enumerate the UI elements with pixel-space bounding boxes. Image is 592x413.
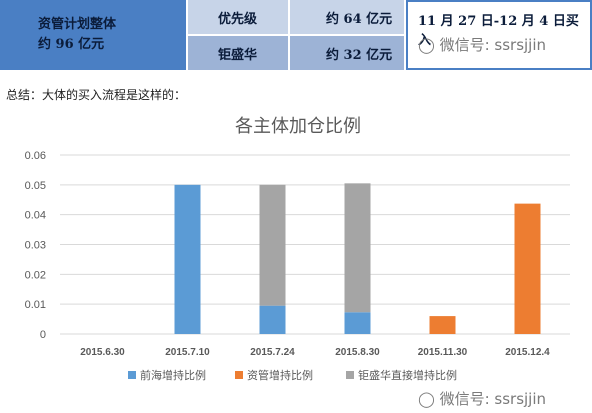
bar-segment-0 [344, 312, 371, 334]
legend-swatch [346, 371, 354, 379]
plan-total-amount: 约 96 亿元 [38, 37, 105, 52]
watermark-top: ◯ 微信号: ssrsjjin [418, 34, 546, 55]
bar-segment-1 [514, 203, 541, 334]
bar-segment-0 [259, 305, 286, 334]
y-tick-label: 0 [40, 329, 46, 341]
y-tick-label: 0.03 [25, 240, 46, 252]
chart-legend: 前海增持比例 资管增持比例 钜盛华直接增持比例 [128, 368, 457, 382]
x-tick-label: 2015.6.30 [80, 347, 125, 358]
bar-segment-1 [429, 316, 456, 334]
legend-label: 前海增持比例 [140, 368, 206, 382]
x-tick-label: 2015.12.4 [505, 347, 550, 358]
info-table: 资管计划整体 约 96 亿元 优先级 约 64 亿元 钜盛华 约 32 亿元 1… [0, 0, 592, 72]
legend-label: 钜盛华直接增持比例 [358, 368, 457, 382]
bar-segment-0 [174, 184, 201, 334]
x-axis-ticks: 2015.6.30 2015.7.10 2015.7.24 2015.8.30 2015… [80, 347, 550, 358]
y-tick-label: 0.04 [25, 210, 46, 222]
bar-segment-2 [259, 184, 286, 306]
summary-text: 总结：大体的买入流程是这样的： [6, 88, 187, 102]
x-tick-label: 2015.8.30 [335, 347, 380, 358]
bar-segment-2 [344, 183, 371, 313]
y-tick-label: 0.05 [25, 180, 46, 192]
row1-name: 优先级 [188, 0, 288, 34]
watermark-text: 微信号: ssrsjjin [439, 390, 547, 408]
legend-swatch [128, 371, 136, 379]
y-tick-label: 0.01 [25, 299, 46, 311]
x-tick-label: 2015.11.30 [418, 347, 468, 358]
plan-total-label: 资管计划整体 [38, 17, 117, 32]
date-range-cell: 11 月 27 日-12 月 4 日买入 [406, 0, 592, 70]
wechat-icon: ◯ [418, 390, 435, 408]
wechat-icon: ◯ [418, 36, 435, 54]
legend-swatch [235, 371, 243, 379]
chart-title: 各主体加仓比例 [235, 116, 361, 136]
watermark-bottom: ◯ 微信号: ssrsjjin [418, 388, 546, 409]
y-axis-ticks: 0 0.01 0.02 0.03 0.04 0.05 0.06 [25, 150, 46, 341]
chart-grid [60, 154, 570, 335]
watermark-text: 微信号: ssrsjjin [439, 36, 547, 54]
plan-total-cell: 资管计划整体 约 96 亿元 [0, 0, 186, 70]
legend-label: 资管增持比例 [247, 368, 313, 382]
row2-name: 钜盛华 [188, 36, 288, 70]
row1-amount: 约 64 亿元 [290, 0, 404, 34]
row2-amount: 约 32 亿元 [290, 36, 404, 70]
x-tick-label: 2015.7.10 [165, 347, 210, 358]
x-tick-label: 2015.7.24 [250, 347, 295, 358]
chart-bars [174, 183, 541, 334]
y-tick-label: 0.06 [25, 150, 46, 162]
y-tick-label: 0.02 [25, 269, 46, 281]
